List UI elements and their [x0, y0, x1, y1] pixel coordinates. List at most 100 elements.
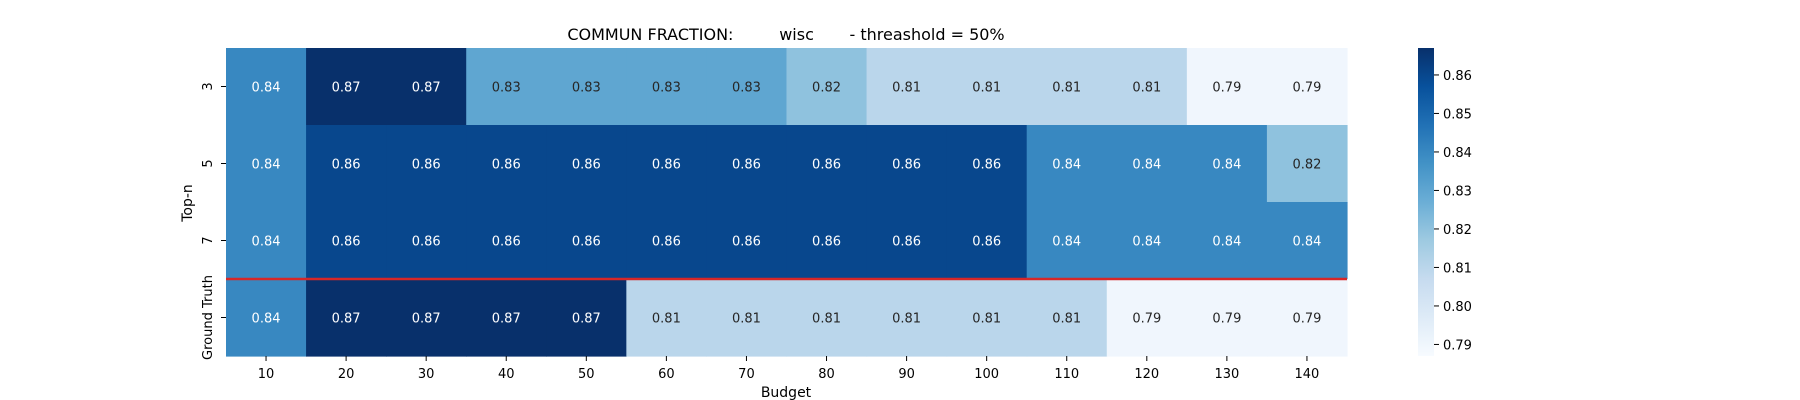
cell-value-label: 0.84 [1212, 158, 1241, 173]
heatmap-cell [1266, 48, 1348, 126]
heatmap-cell [946, 202, 1028, 280]
y-tick-label: Ground Truth [201, 275, 216, 360]
x-tick-label: 90 [898, 367, 915, 382]
cell-value-label: 0.86 [412, 235, 441, 250]
heatmap-cell [386, 48, 467, 126]
x-tick-label: 130 [1214, 367, 1239, 382]
colorbar-tick-label: 0.84 [1443, 146, 1472, 161]
cell-value-label: 0.86 [332, 235, 361, 250]
heatmap-cell [306, 125, 387, 203]
colorbar-tick-label: 0.83 [1443, 184, 1472, 199]
heatmap-cell [866, 202, 948, 280]
heatmap-cell [706, 202, 788, 280]
x-tick-label: 80 [818, 367, 835, 382]
heatmap-cell [546, 125, 627, 203]
x-tick-label: 10 [258, 367, 275, 382]
cell-value-label: 0.87 [492, 312, 521, 327]
heatmap-cell [946, 48, 1028, 126]
heatmap-cell [626, 48, 708, 126]
heatmap-cell [546, 48, 627, 126]
heatmap-cell [466, 202, 547, 280]
cell-value-label: 0.81 [892, 312, 921, 327]
heatmap-cell [386, 202, 467, 280]
x-tick-label: 60 [658, 367, 675, 382]
x-tick-label: 110 [1054, 367, 1079, 382]
x-tick-label: 40 [498, 367, 515, 382]
y-axis: 3 5 7 Ground Truth [201, 82, 226, 360]
heatmap-cell [626, 125, 708, 203]
cell-value-label: 0.84 [1212, 235, 1241, 250]
colorbar-tick-label: 0.81 [1443, 261, 1472, 276]
heatmap-cells [226, 48, 1348, 357]
cell-value-label: 0.84 [1052, 158, 1081, 173]
cell-value-label: 0.81 [812, 312, 841, 327]
cell-value-label: 0.82 [1292, 158, 1321, 173]
heatmap-cell [706, 279, 788, 357]
heatmap-cell [1266, 202, 1348, 280]
heatmap-cell [226, 279, 307, 357]
x-tick-label: 20 [338, 367, 355, 382]
heatmap-cell [946, 279, 1028, 357]
cell-value-label: 0.86 [572, 235, 601, 250]
cell-annotations: 0.84 0.87 0.87 0.83 0.83 0.83 0.83 0.82 0.81 0.81… [252, 81, 1322, 327]
cell-value-label: 0.84 [252, 81, 281, 96]
cell-value-label: 0.86 [652, 158, 681, 173]
colorbar [1418, 48, 1434, 356]
cell-value-label: 0.86 [412, 158, 441, 173]
cell-value-label: 0.81 [972, 81, 1001, 96]
heatmap-cell [866, 125, 948, 203]
y-tick-label: 3 [201, 82, 216, 90]
heatmap-cell [546, 279, 627, 357]
heatmap-cell [306, 48, 387, 126]
x-tick-label: 30 [418, 367, 435, 382]
cell-value-label: 0.86 [652, 235, 681, 250]
cell-value-label: 0.81 [652, 312, 681, 327]
heatmap-cell [386, 279, 467, 357]
cell-value-label: 0.87 [412, 81, 441, 96]
cell-value-label: 0.86 [492, 158, 521, 173]
chart-title: COMMUN FRACTION: wisc - threashold = 50% [567, 25, 1004, 44]
heatmap-cell [466, 48, 547, 126]
heatmap-cell [546, 202, 627, 280]
heatmap-cell [1186, 202, 1268, 280]
cell-value-label: 0.87 [572, 312, 601, 327]
heatmap-cell [226, 125, 307, 203]
heatmap-cell [786, 279, 868, 357]
cell-value-label: 0.81 [732, 312, 761, 327]
cell-value-label: 0.86 [972, 235, 1001, 250]
cell-value-label: 0.79 [1292, 312, 1321, 327]
cell-value-label: 0.83 [652, 81, 681, 96]
colorbar-tick-label: 0.80 [1443, 300, 1472, 315]
heatmap-cell [1266, 279, 1348, 357]
cell-value-label: 0.87 [332, 81, 361, 96]
heatmap-cell [946, 125, 1028, 203]
cell-value-label: 0.83 [572, 81, 601, 96]
heatmap-cell [386, 125, 467, 203]
cell-value-label: 0.87 [412, 312, 441, 327]
cell-value-label: 0.87 [332, 312, 361, 327]
cell-value-label: 0.86 [332, 158, 361, 173]
heatmap-cell [1106, 202, 1188, 280]
x-tick-label: 120 [1134, 367, 1159, 382]
colorbar-tick-label: 0.79 [1443, 338, 1472, 353]
cell-value-label: 0.84 [1292, 235, 1321, 250]
heatmap-cell [786, 125, 868, 203]
cell-value-label: 0.84 [1132, 158, 1161, 173]
heatmap-cell [1106, 279, 1188, 357]
cell-value-label: 0.81 [1052, 81, 1081, 96]
y-tick-label: 5 [201, 159, 216, 167]
heatmap-cell [1186, 48, 1268, 126]
heatmap-cell [626, 279, 708, 357]
cell-value-label: 0.79 [1212, 81, 1241, 96]
x-axis: 10 20 30 40 50 60 70 80 90 100 110 120 130 140 [258, 356, 1319, 382]
cell-value-label: 0.81 [972, 312, 1001, 327]
cell-value-label: 0.79 [1132, 312, 1161, 327]
cell-value-label: 0.79 [1212, 312, 1241, 327]
colorbar-tick-label: 0.82 [1443, 223, 1472, 238]
heatmap-cell [1266, 125, 1348, 203]
heatmap-cell [706, 125, 788, 203]
heatmap-cell [706, 48, 788, 126]
heatmap-cell [306, 279, 387, 357]
colorbar-tick-label: 0.85 [1443, 107, 1472, 122]
x-axis-label: Budget [761, 385, 812, 400]
